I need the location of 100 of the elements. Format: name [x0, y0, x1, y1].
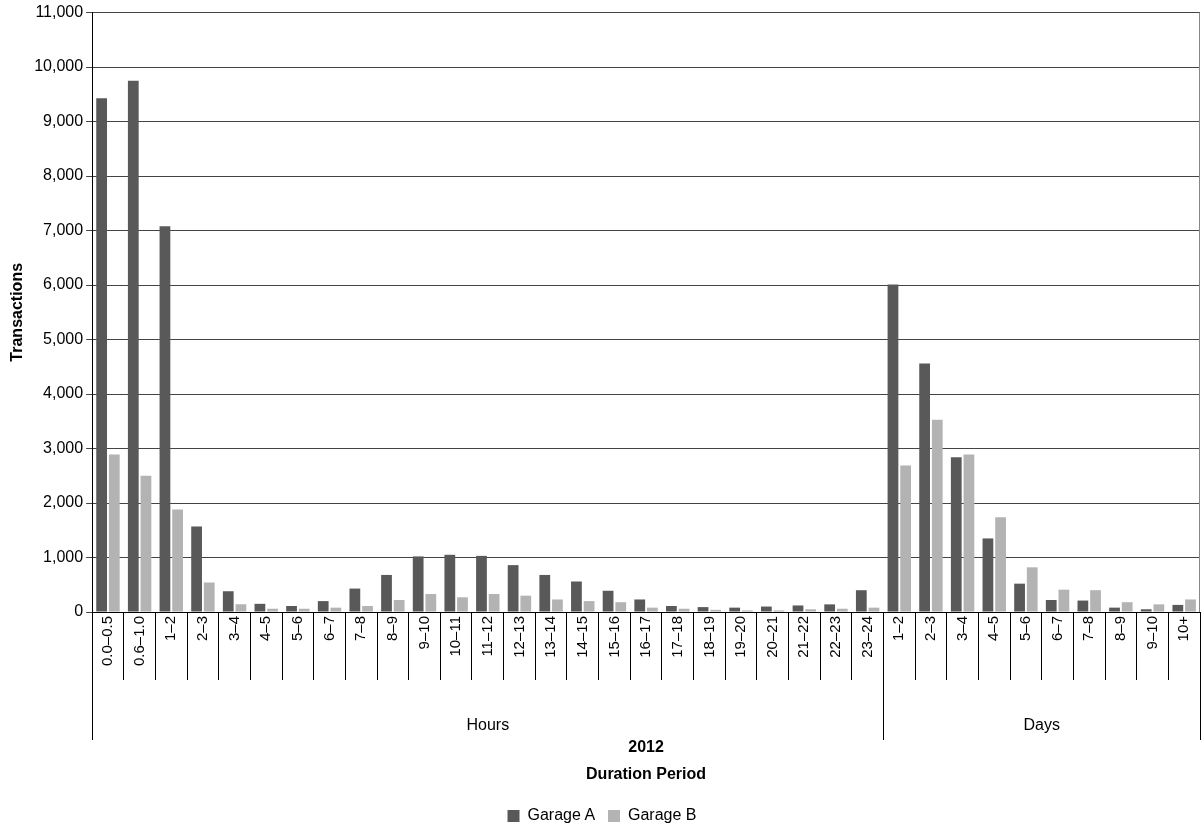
x-tick-label: 9–10	[414, 616, 432, 650]
x-tick-label: 20–21	[762, 616, 780, 658]
y-tick-label: 2,000	[43, 493, 84, 511]
bar	[520, 595, 532, 612]
y-tick-label: 5,000	[43, 329, 84, 347]
bar	[1121, 602, 1133, 612]
x-tick-label: 4–5	[984, 616, 1002, 642]
bar	[615, 602, 627, 612]
bar	[760, 606, 772, 612]
bar	[425, 594, 437, 612]
y-tick-label: 0	[74, 602, 84, 620]
y-tick-label: 9,000	[43, 111, 84, 129]
bar	[267, 608, 278, 612]
x-tick-label: 13–14	[541, 616, 559, 658]
bar	[602, 590, 614, 612]
text: 2012	[628, 738, 664, 756]
x-tick-label: 5–6	[288, 616, 306, 642]
bar	[96, 98, 108, 612]
bar	[697, 607, 709, 612]
x-tick-label: 8–9	[1111, 616, 1129, 642]
bar	[298, 608, 310, 612]
bar	[868, 607, 880, 612]
bar	[1185, 599, 1196, 612]
bar	[1153, 604, 1165, 612]
bar	[824, 604, 836, 612]
bar	[571, 581, 582, 612]
bar	[1014, 583, 1025, 612]
x-tick-label: 7–8	[1079, 616, 1097, 642]
bar	[191, 526, 202, 612]
bar	[634, 599, 646, 612]
bar	[108, 454, 120, 612]
y-tick-label: 11,000	[35, 3, 84, 21]
bar	[381, 574, 392, 612]
bar	[235, 604, 247, 612]
bar	[666, 606, 677, 612]
x-tick-label: 8–9	[382, 616, 400, 642]
bar	[729, 607, 741, 612]
bar	[855, 590, 867, 612]
x-tick-label: 9–10	[1142, 616, 1160, 650]
bar	[982, 538, 994, 612]
x-tick-label: 11–12	[477, 616, 495, 657]
bar	[552, 599, 563, 612]
bar	[963, 454, 975, 612]
bar	[805, 609, 817, 612]
legend-label: Garage A	[527, 806, 596, 824]
bar	[647, 607, 658, 612]
x-tick-label: 6–7	[319, 616, 337, 642]
bar	[172, 509, 183, 612]
bar	[254, 603, 266, 612]
x-tick-label: 23–24	[857, 616, 875, 658]
bar	[1026, 567, 1038, 612]
x-tick-label: 14–15	[572, 616, 590, 658]
bar	[950, 457, 962, 612]
bar	[919, 363, 930, 612]
y-tick-label: 7,000	[43, 220, 84, 238]
bar	[476, 555, 487, 612]
x-tick-label: 10+	[1174, 615, 1192, 642]
x-tick-label: 4–5	[256, 616, 274, 642]
bar	[931, 419, 943, 612]
legend-label: Garage B	[628, 806, 697, 824]
text: Hours	[466, 716, 510, 734]
bar	[488, 594, 500, 612]
bar	[678, 608, 690, 612]
text: Duration Period	[586, 765, 707, 783]
x-tick-label: 3–4	[952, 616, 970, 642]
x-tick-label: 2–3	[193, 616, 211, 642]
y-tick-label: 3,000	[43, 438, 84, 456]
x-tick-label: 7–8	[351, 616, 369, 642]
x-tick-label: 16–17	[636, 616, 654, 658]
y-tick-label: 10,000	[34, 57, 84, 75]
x-tick-label: 17–18	[667, 616, 685, 658]
bar	[995, 517, 1006, 612]
bar	[887, 284, 899, 612]
x-tick-label: 1–2	[161, 616, 179, 642]
x-tick-label: 15–16	[604, 616, 622, 658]
bar	[1045, 600, 1057, 612]
bar	[393, 600, 405, 612]
bar	[140, 475, 152, 612]
bar	[159, 226, 171, 612]
x-tick-label: 19–20	[731, 616, 749, 658]
x-tick-label: 1–2	[889, 616, 907, 642]
bar	[330, 607, 342, 612]
bar	[203, 582, 215, 612]
x-tick-label: 0.0–0.5	[98, 616, 116, 667]
bar	[127, 80, 139, 612]
bar	[1172, 604, 1184, 612]
bar	[317, 601, 329, 612]
x-tick-label: 10–11	[446, 616, 464, 657]
bar	[349, 588, 361, 612]
x-tick-label: 3–4	[224, 616, 242, 642]
bar	[286, 606, 297, 612]
bar	[583, 601, 595, 612]
y-tick-label: 6,000	[43, 275, 84, 293]
bar	[792, 605, 804, 612]
x-tick-label: 6–7	[1047, 616, 1065, 642]
x-tick-label: 22–23	[826, 616, 844, 658]
bar	[444, 554, 456, 612]
y-tick-label: 8,000	[43, 166, 84, 184]
bar	[412, 556, 424, 612]
x-tick-label: 5–6	[1016, 616, 1034, 642]
